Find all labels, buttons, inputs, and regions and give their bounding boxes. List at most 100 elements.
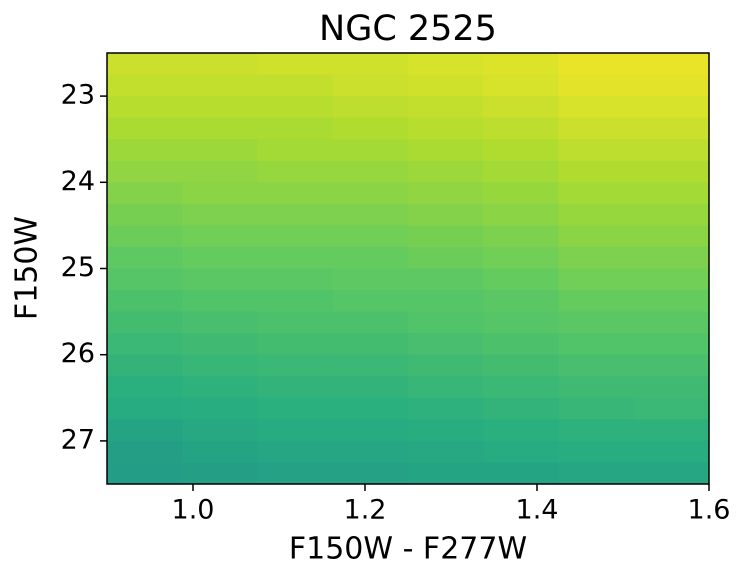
heatmap-cell xyxy=(633,74,710,97)
heatmap-cell xyxy=(408,182,484,205)
y-tick-label: 26 xyxy=(61,338,95,369)
heatmap-cell xyxy=(257,376,334,399)
heatmap-cell xyxy=(332,333,409,356)
heatmap-cell xyxy=(182,290,258,313)
heatmap-cell xyxy=(107,203,183,226)
heatmap-cell xyxy=(633,182,710,205)
heatmap-cell xyxy=(483,268,559,291)
heatmap-cell xyxy=(558,203,635,226)
heatmap-cell xyxy=(408,246,484,269)
heatmap-cell xyxy=(558,268,635,291)
heatmap-cell xyxy=(633,246,710,269)
heatmap-cell xyxy=(107,419,183,442)
heatmap-cell xyxy=(257,53,334,76)
heatmap-cell xyxy=(332,311,409,334)
heatmap-cell xyxy=(107,440,183,463)
heatmap-cell xyxy=(182,462,258,485)
heatmap-cell xyxy=(558,333,635,356)
heatmap-cell xyxy=(558,160,635,183)
heatmap-cell xyxy=(558,376,635,399)
heatmap-cell xyxy=(633,160,710,183)
heatmap-cell xyxy=(408,397,484,420)
heatmap-cell xyxy=(107,333,183,356)
heatmap-cell xyxy=(332,354,409,377)
heatmap-cell xyxy=(558,225,635,248)
x-tick-label: 1.6 xyxy=(688,495,731,526)
heatmap-cell xyxy=(107,96,183,119)
heatmap-cell xyxy=(257,139,334,162)
heatmap-cell xyxy=(332,53,409,76)
heatmap-cell xyxy=(257,397,334,420)
heatmap-cell xyxy=(182,117,258,140)
heatmap-cell xyxy=(483,74,559,97)
y-tick-label: 23 xyxy=(61,80,95,111)
heatmap-cell xyxy=(332,419,409,442)
heatmap-cell xyxy=(257,419,334,442)
heatmap-cell xyxy=(332,290,409,313)
heatmap-cell xyxy=(558,53,635,76)
heatmap-cell xyxy=(408,462,484,485)
heatmap-cell xyxy=(332,117,409,140)
heatmap-cell xyxy=(257,354,334,377)
heatmap-cell xyxy=(483,290,559,313)
heatmap-cell xyxy=(257,268,334,291)
heatmap-cell xyxy=(107,311,183,334)
heatmap-cell xyxy=(332,74,409,97)
heatmap-cell xyxy=(332,203,409,226)
heatmap-cell xyxy=(257,440,334,463)
heatmap-cell xyxy=(107,268,183,291)
heatmap-cell xyxy=(633,440,710,463)
heatmap-cell xyxy=(408,311,484,334)
heatmap-cell xyxy=(107,182,183,205)
heatmap-cell xyxy=(182,419,258,442)
heatmap-cell xyxy=(558,440,635,463)
y-tick-label: 24 xyxy=(61,166,95,197)
heatmap-cell xyxy=(633,462,710,485)
heatmap-cell xyxy=(408,53,484,76)
heatmap-cell xyxy=(332,376,409,399)
heatmap-cell xyxy=(633,376,710,399)
heatmap-cell xyxy=(332,397,409,420)
heatmap-cell xyxy=(633,139,710,162)
heatmap-cell xyxy=(483,160,559,183)
heatmap-cell xyxy=(182,246,258,269)
heatmap-cell xyxy=(107,225,183,248)
heatmap-cell xyxy=(182,96,258,119)
heatmap-cell xyxy=(408,290,484,313)
heatmap-cell xyxy=(182,203,258,226)
heatmap-cell xyxy=(408,203,484,226)
heatmap-cell xyxy=(257,203,334,226)
heatmap-cell xyxy=(633,203,710,226)
heatmap-cell xyxy=(408,354,484,377)
heatmap-cell xyxy=(332,246,409,269)
heatmap-cell xyxy=(483,203,559,226)
heatmap-cell xyxy=(558,117,635,140)
heatmap-cell xyxy=(633,397,710,420)
heatmap-cell xyxy=(107,160,183,183)
heatmap-cell xyxy=(483,246,559,269)
heatmap-cell xyxy=(558,397,635,420)
heatmap-cell xyxy=(408,117,484,140)
heatmap-cell xyxy=(483,354,559,377)
heatmap-cell xyxy=(182,74,258,97)
heatmap-cell xyxy=(558,419,635,442)
heatmap-cell xyxy=(107,376,183,399)
heatmap-cell xyxy=(483,419,559,442)
x-tick-label: 1.0 xyxy=(172,495,215,526)
heatmap-cell xyxy=(107,397,183,420)
heatmap-cell xyxy=(332,139,409,162)
heatmap-cell xyxy=(107,462,183,485)
x-tick-label: 1.4 xyxy=(516,495,559,526)
heatmap-cell xyxy=(332,462,409,485)
heatmap-cell xyxy=(633,333,710,356)
heatmap-cell xyxy=(483,225,559,248)
heatmap-cell xyxy=(332,160,409,183)
heatmap-cell xyxy=(182,376,258,399)
heatmap-cell xyxy=(633,311,710,334)
heatmap-cell xyxy=(257,311,334,334)
heatmap-cell xyxy=(182,268,258,291)
heatmap-cell xyxy=(182,53,258,76)
heatmap-cell xyxy=(483,462,559,485)
heatmap-cell xyxy=(408,139,484,162)
heatmap-cell xyxy=(257,160,334,183)
